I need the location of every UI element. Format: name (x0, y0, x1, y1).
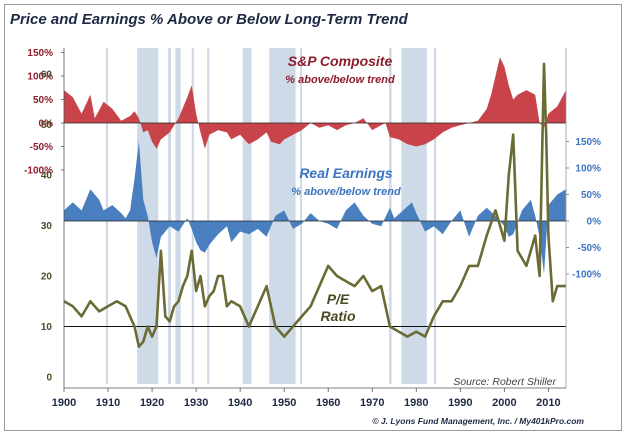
pe-panel (63, 62, 566, 348)
shaded-period-6 (242, 48, 252, 384)
price-ytick-label-4: -50% (30, 142, 53, 153)
pe-ytick-label-0: 60 (41, 70, 53, 81)
xtick-label-0: 1900 (52, 397, 76, 409)
earnings-ytick-label-2: 50% (581, 190, 601, 201)
chart-title: Price and Earnings % Above or Below Long… (10, 11, 408, 28)
pe-label-line1: P/E (327, 291, 350, 307)
pe-ytick-label-3: 30 (41, 221, 53, 232)
earnings-label-line2: % above/below trend (291, 186, 401, 198)
xtick-label-11: 2010 (536, 397, 560, 409)
price-ytick-label-1: 100% (27, 72, 53, 83)
source-note: Source: Robert Shiller (453, 376, 556, 388)
earnings-ytick-label-5: -100% (572, 270, 601, 281)
pe-ytick-label-6: 0 (46, 373, 52, 384)
pe-label-line2: Ratio (321, 308, 356, 324)
earnings-label-line1: Real Earnings (299, 165, 393, 181)
price-area (64, 57, 566, 149)
xtick-label-10: 2000 (492, 397, 516, 409)
xtick-label-9: 1990 (448, 397, 472, 409)
price-ytick-label-3: 0% (39, 119, 54, 130)
price-ytick-label-0: 150% (27, 48, 53, 59)
xtick-label-6: 1960 (316, 397, 340, 409)
shaded-period-5 (207, 48, 210, 384)
price-label-line1: S&P Composite (288, 53, 393, 69)
axes: 150% 100% 50% 0% -50% -100% 150% 100% 50% 0% -50% -… (24, 48, 601, 409)
pe-ytick-label-1: 50 (41, 120, 53, 131)
xtick-label-8: 1980 (404, 397, 428, 409)
pe-series-line (63, 62, 566, 348)
xtick-label-1: 1910 (96, 397, 120, 409)
price-label-line2: % above/below trend (285, 74, 395, 86)
xtick-label-3: 1930 (184, 397, 208, 409)
shaded-period-8 (300, 48, 303, 384)
pe-ytick-label-4: 20 (41, 272, 53, 283)
pe-ytick-label-2: 40 (41, 171, 53, 182)
earnings-ytick-label-4: -50% (578, 243, 601, 254)
price-panel (64, 57, 566, 149)
earnings-panel (64, 141, 566, 274)
xtick-label-7: 1970 (360, 397, 384, 409)
pe-ytick-label-5: 10 (41, 322, 53, 333)
price-ytick-label-2: 50% (33, 95, 53, 106)
xtick-label-4: 1940 (228, 397, 252, 409)
earnings-ytick-label-1: 100% (575, 164, 601, 175)
shaded-period-2 (167, 48, 172, 384)
earnings-ytick-label-0: 150% (575, 137, 601, 148)
shaded-period-4 (191, 48, 194, 384)
xtick-label-2: 1920 (140, 397, 164, 409)
shaded-period-3 (175, 48, 181, 384)
earnings-ytick-label-3: 0% (587, 217, 602, 228)
xtick-label-5: 1950 (272, 397, 296, 409)
shaded-period-11 (433, 48, 437, 384)
price-ytick-label-5: -100% (24, 166, 53, 177)
copyright-note: © J. Lyons Fund Management, Inc. / My401… (372, 416, 584, 426)
